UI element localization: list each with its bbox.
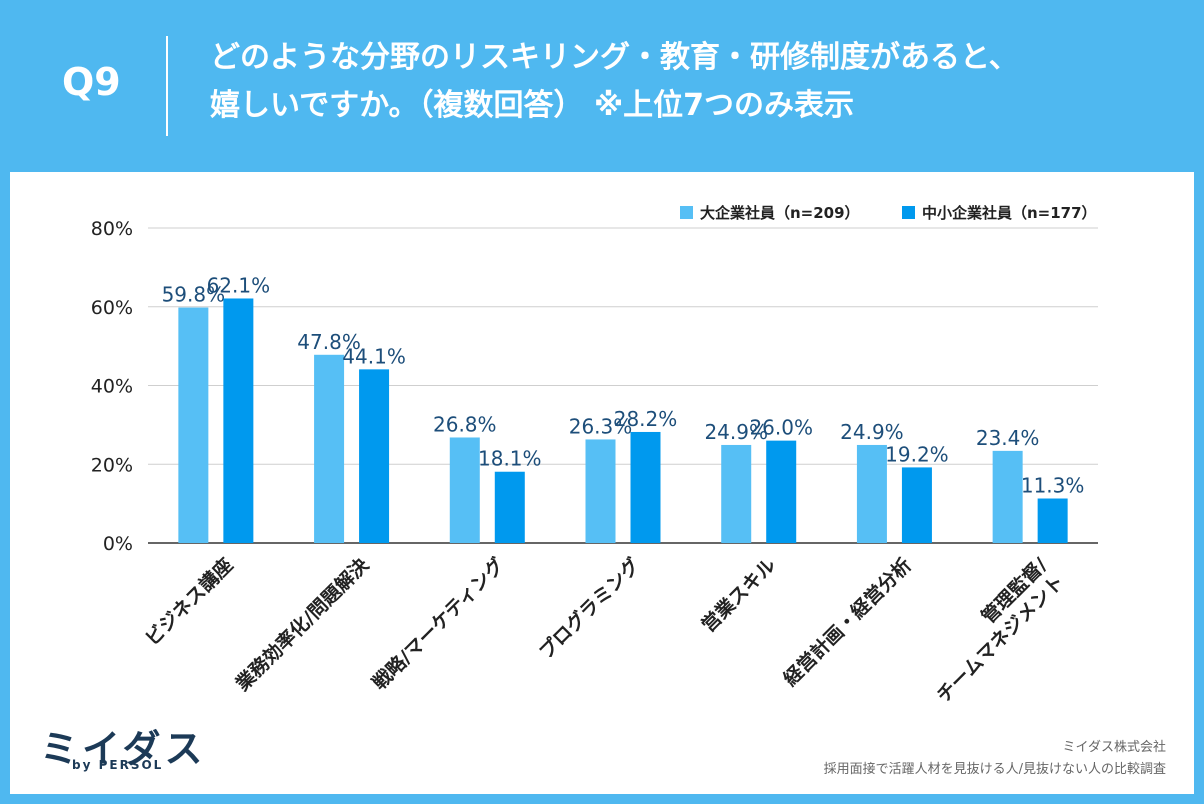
legend-swatch (902, 206, 915, 219)
category-label: 経営計画・経営分析 (779, 553, 916, 690)
legend-label: 大企業社員（n=209） (700, 204, 860, 222)
category-label-line: 経営計画・経営分析 (779, 553, 916, 690)
y-tick-label: 20% (91, 454, 133, 476)
y-tick-label: 60% (91, 297, 133, 319)
data-label: 26.8% (433, 412, 497, 436)
category-label-line: 戦略/マーケティング (368, 553, 509, 694)
category-label-line: 営業スキル (697, 553, 780, 636)
persol-logo: by PERSOL (72, 758, 164, 772)
category-label: ビジネス講座 (141, 553, 238, 650)
question-title: どのような分野のリスキリング・教育・研修制度があると、 嬉しいですか。（複数回答… (210, 34, 1170, 130)
legend-label: 中小企業社員（n=177） (922, 204, 1097, 222)
y-tick-label: 40% (91, 376, 133, 398)
data-label: 24.9% (704, 420, 768, 444)
y-tick-label: 0% (103, 533, 133, 555)
data-label: 26.0% (749, 416, 813, 440)
y-tick-label: 80% (91, 218, 133, 240)
question-title-line2: 嬉しいですか。（複数回答） ※上位7つのみ表示 (210, 88, 854, 123)
category-label-line: ビジネス講座 (141, 553, 238, 650)
bar (856, 444, 887, 543)
data-label: 19.2% (885, 442, 949, 466)
data-label: 44.1% (342, 344, 406, 368)
bar (992, 450, 1023, 543)
data-label: 23.4% (976, 426, 1040, 450)
category-label: プログラミング (534, 553, 644, 663)
bar (585, 439, 616, 543)
header: Q9 どのような分野のリスキリング・教育・研修制度があると、 嬉しいですか。（複… (0, 0, 1204, 168)
category-label: 管理監督/チームマネジメント (933, 553, 1069, 707)
question-title-line1: どのような分野のリスキリング・教育・研修制度があると、 (210, 40, 1019, 75)
bar (494, 471, 525, 543)
bar (630, 431, 661, 543)
data-label: 59.8% (162, 283, 226, 307)
source-survey: 採用面接で活躍人材を見抜ける人/見抜けない人の比較調査 (823, 762, 1166, 777)
bar (178, 307, 209, 543)
category-label: 戦略/マーケティング (368, 553, 509, 694)
bar (1037, 498, 1068, 543)
header-divider (166, 36, 168, 136)
data-label: 24.9% (840, 420, 904, 444)
data-label: 18.1% (478, 447, 542, 471)
source-company: ミイダス株式会社 (1062, 740, 1166, 755)
category-label: 業務効率化/問題解決 (230, 553, 374, 697)
bar (721, 444, 752, 543)
data-label: 47.8% (297, 330, 361, 354)
data-label: 28.2% (614, 407, 678, 431)
category-label: 営業スキル (697, 553, 780, 636)
bar (766, 440, 797, 543)
question-number: Q9 (62, 60, 121, 104)
bar (449, 437, 480, 543)
legend-swatch (680, 206, 693, 219)
category-label-line: プログラミング (534, 553, 644, 663)
bar (223, 298, 254, 543)
category-label-line: 業務効率化/問題解決 (230, 553, 374, 697)
data-label: 62.1% (207, 273, 271, 297)
bar (901, 467, 932, 543)
data-label: 11.3% (1021, 474, 1085, 498)
miidas-logo: ミイダス (40, 727, 207, 771)
bar (359, 369, 390, 543)
data-label: 26.3% (569, 414, 633, 438)
bar (314, 354, 345, 543)
